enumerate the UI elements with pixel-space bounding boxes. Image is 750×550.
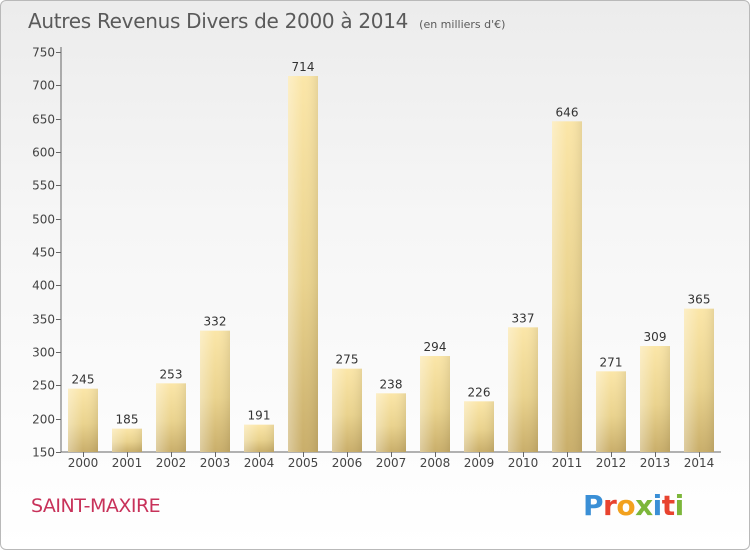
bar-value-label: 309 [644, 330, 667, 344]
chart-subtitle: (en milliers d'€) [419, 18, 506, 31]
x-tick-label: 2004 [244, 456, 275, 470]
x-tick-label: 2011 [552, 456, 583, 470]
proxiti-logo: Proxiti [583, 489, 684, 522]
bar-value-label: 337 [512, 311, 535, 325]
chart-axes: 150 200 250 300 350 400 450 500 550 600 650 700 750 2… [32, 46, 721, 470]
x-tick-label: 2013 [640, 456, 671, 470]
y-tick-label: 350 [32, 313, 55, 327]
bar-shade [596, 371, 626, 452]
x-tick-label: 2006 [332, 456, 363, 470]
bar-value-label: 271 [600, 355, 623, 369]
bar-value-label: 332 [204, 315, 227, 329]
bar-shade [288, 76, 318, 452]
bar-shade [112, 428, 142, 452]
bar-value-label: 253 [160, 367, 183, 381]
chart-bars: 245 185 253 332 191 714 275 238 294 226 337 646 271 3… [68, 60, 714, 452]
y-tick-label: 250 [32, 379, 55, 393]
x-tick-label: 2008 [420, 456, 451, 470]
bar-shade [156, 383, 186, 452]
bar-value-label: 646 [556, 105, 579, 119]
bar-shade [420, 356, 450, 452]
y-tick-label: 500 [32, 213, 55, 227]
bar-shade [200, 330, 230, 452]
y-tick-label: 600 [32, 146, 55, 160]
bar-shade [376, 393, 406, 452]
y-tick-label: 700 [32, 79, 55, 93]
bar-shade [332, 368, 362, 452]
x-tick-label: 2014 [684, 456, 715, 470]
y-tick-label: 200 [32, 413, 55, 427]
bar-value-label: 714 [292, 60, 315, 74]
bar-shade [508, 327, 538, 452]
y-tick-label: 750 [32, 46, 55, 60]
bar-shade [464, 401, 494, 452]
place-name: SAINT-MAXIRE [31, 495, 161, 517]
y-tick-label: 550 [32, 179, 55, 193]
x-tick-label: 2009 [464, 456, 495, 470]
bar-shade [640, 346, 670, 452]
bar-value-label: 238 [380, 377, 403, 391]
y-tick-label: 150 [32, 446, 55, 460]
x-tick-label: 2001 [112, 456, 143, 470]
bar-shade [244, 424, 274, 452]
bar-value-label: 365 [688, 293, 711, 307]
y-tick-label: 450 [32, 246, 55, 260]
chart-title-block: Autres Revenus Divers de 2000 à 2014 (en… [28, 9, 505, 33]
x-tick-label: 2005 [288, 456, 319, 470]
bar-shade [684, 308, 714, 452]
x-tick-label: 2010 [508, 456, 539, 470]
x-tick-label: 2007 [376, 456, 407, 470]
bar-value-label: 245 [72, 373, 95, 387]
y-tick-label: 650 [32, 113, 55, 127]
y-tick-label: 400 [32, 279, 55, 293]
bar-value-label: 275 [336, 353, 359, 367]
x-tick-label: 2000 [68, 456, 99, 470]
x-tick-label: 2002 [156, 456, 187, 470]
chart-title: Autres Revenus Divers de 2000 à 2014 [28, 9, 409, 33]
x-tick-label: 2012 [596, 456, 627, 470]
bar-shade [552, 121, 582, 452]
bar-value-label: 294 [424, 340, 447, 354]
bar-value-label: 191 [248, 409, 271, 423]
x-tick-label: 2003 [200, 456, 231, 470]
y-tick-label: 300 [32, 346, 55, 360]
bar-value-label: 185 [116, 413, 139, 427]
bar-value-label: 226 [468, 385, 491, 399]
bar-shade [68, 388, 98, 452]
